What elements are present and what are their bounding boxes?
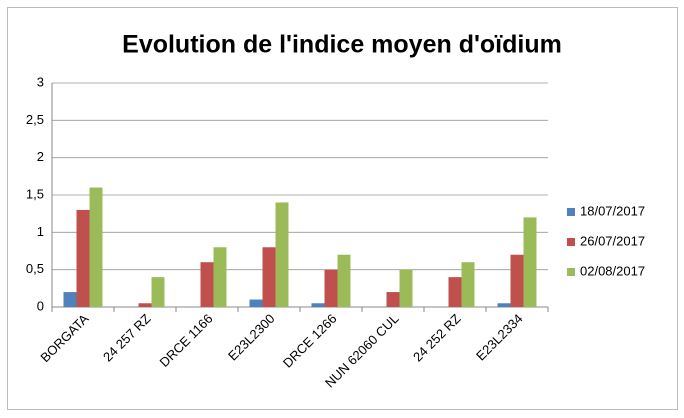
bar: [337, 254, 351, 307]
bar: [523, 217, 537, 307]
y-tick-label: 2,5: [26, 112, 44, 127]
bar: [386, 292, 400, 307]
bar: [510, 254, 524, 307]
y-tick-label: 0: [37, 298, 44, 313]
bar: [262, 247, 276, 307]
legend-label: 26/07/2017: [580, 233, 645, 248]
legend-swatch: [567, 268, 575, 276]
bar: [461, 262, 475, 307]
bar: [213, 247, 227, 307]
bar: [89, 187, 103, 307]
bar: [399, 269, 413, 307]
y-tick-label: 2: [37, 149, 44, 164]
y-tick-label: 0,5: [26, 261, 44, 276]
y-tick-label: 3: [37, 74, 44, 89]
y-tick-label: 1: [37, 224, 44, 239]
bar: [138, 303, 152, 307]
bar: [275, 202, 289, 307]
legend-swatch: [567, 238, 575, 246]
legend-swatch: [567, 208, 575, 216]
bar: [448, 277, 462, 307]
bar: [249, 299, 263, 307]
bar: [151, 277, 165, 307]
bar: [76, 209, 90, 307]
legend-label: 18/07/2017: [580, 203, 645, 218]
legend-label: 02/08/2017: [580, 263, 645, 278]
bar: [324, 269, 338, 307]
y-tick-label: 1,5: [26, 186, 44, 201]
chart-border: [7, 7, 678, 410]
chart-title: Evolution de l'indice moyen d'oïdium: [122, 31, 562, 59]
bar: [311, 303, 325, 307]
bar: [63, 292, 77, 307]
bar: [200, 262, 214, 307]
bar: [497, 303, 511, 307]
